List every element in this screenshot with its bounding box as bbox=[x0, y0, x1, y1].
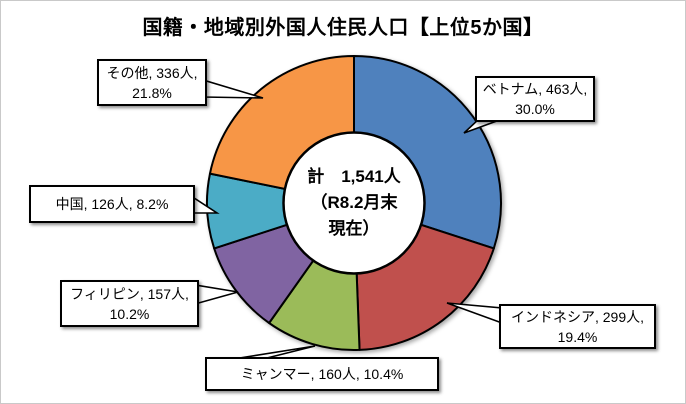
center-date-line2: 現在） bbox=[328, 219, 380, 238]
donut-slices bbox=[206, 55, 502, 351]
pointer-philippines bbox=[194, 284, 239, 306]
callout-philippines-line1: フィリピン, 157人, bbox=[70, 285, 189, 302]
callout-china-line1: 中国, 126人, 8.2% bbox=[55, 196, 169, 212]
callout-philippines-line2: 10.2% bbox=[109, 305, 150, 322]
donut-center-label: 計 1,541人 （R8.2月末 現在） bbox=[279, 157, 429, 249]
callout-indonesia-line2: 19.4% bbox=[557, 328, 598, 345]
callout-indonesia-line1: インドネシア, 299人, bbox=[510, 308, 645, 325]
callout-philippines: フィリピン, 157人, 10.2% bbox=[60, 280, 199, 327]
donut-hole bbox=[282, 131, 426, 275]
center-total: 計 1,541人 bbox=[307, 167, 401, 186]
pointer-indonesia bbox=[446, 302, 503, 325]
callout-others: その他, 336人, 21.8% bbox=[97, 59, 207, 106]
center-date-line1: （R8.2月末 bbox=[310, 193, 398, 212]
callout-others-line1: その他, 336人, bbox=[106, 64, 198, 81]
callout-vietnam-line2: 30.0% bbox=[515, 101, 555, 117]
pointer-others bbox=[202, 78, 264, 99]
callout-vietnam-line1: ベトナム, 463人, bbox=[482, 81, 588, 97]
callout-vietnam: ベトナム, 463人, 30.0% bbox=[475, 76, 595, 122]
chart-title: 国籍・地域別外国人住民人口【上位5か国】 bbox=[142, 17, 544, 39]
callout-indonesia: インドネシア, 299人, 19.4% bbox=[499, 304, 656, 349]
callout-others-line2: 21.8% bbox=[132, 84, 172, 101]
callout-myanmar-line1: ミャンマー, 160人, 10.4% bbox=[240, 366, 404, 382]
callout-myanmar: ミャンマー, 160人, 10.4% bbox=[205, 357, 439, 391]
callout-china: 中国, 126人, 8.2% bbox=[29, 185, 195, 223]
